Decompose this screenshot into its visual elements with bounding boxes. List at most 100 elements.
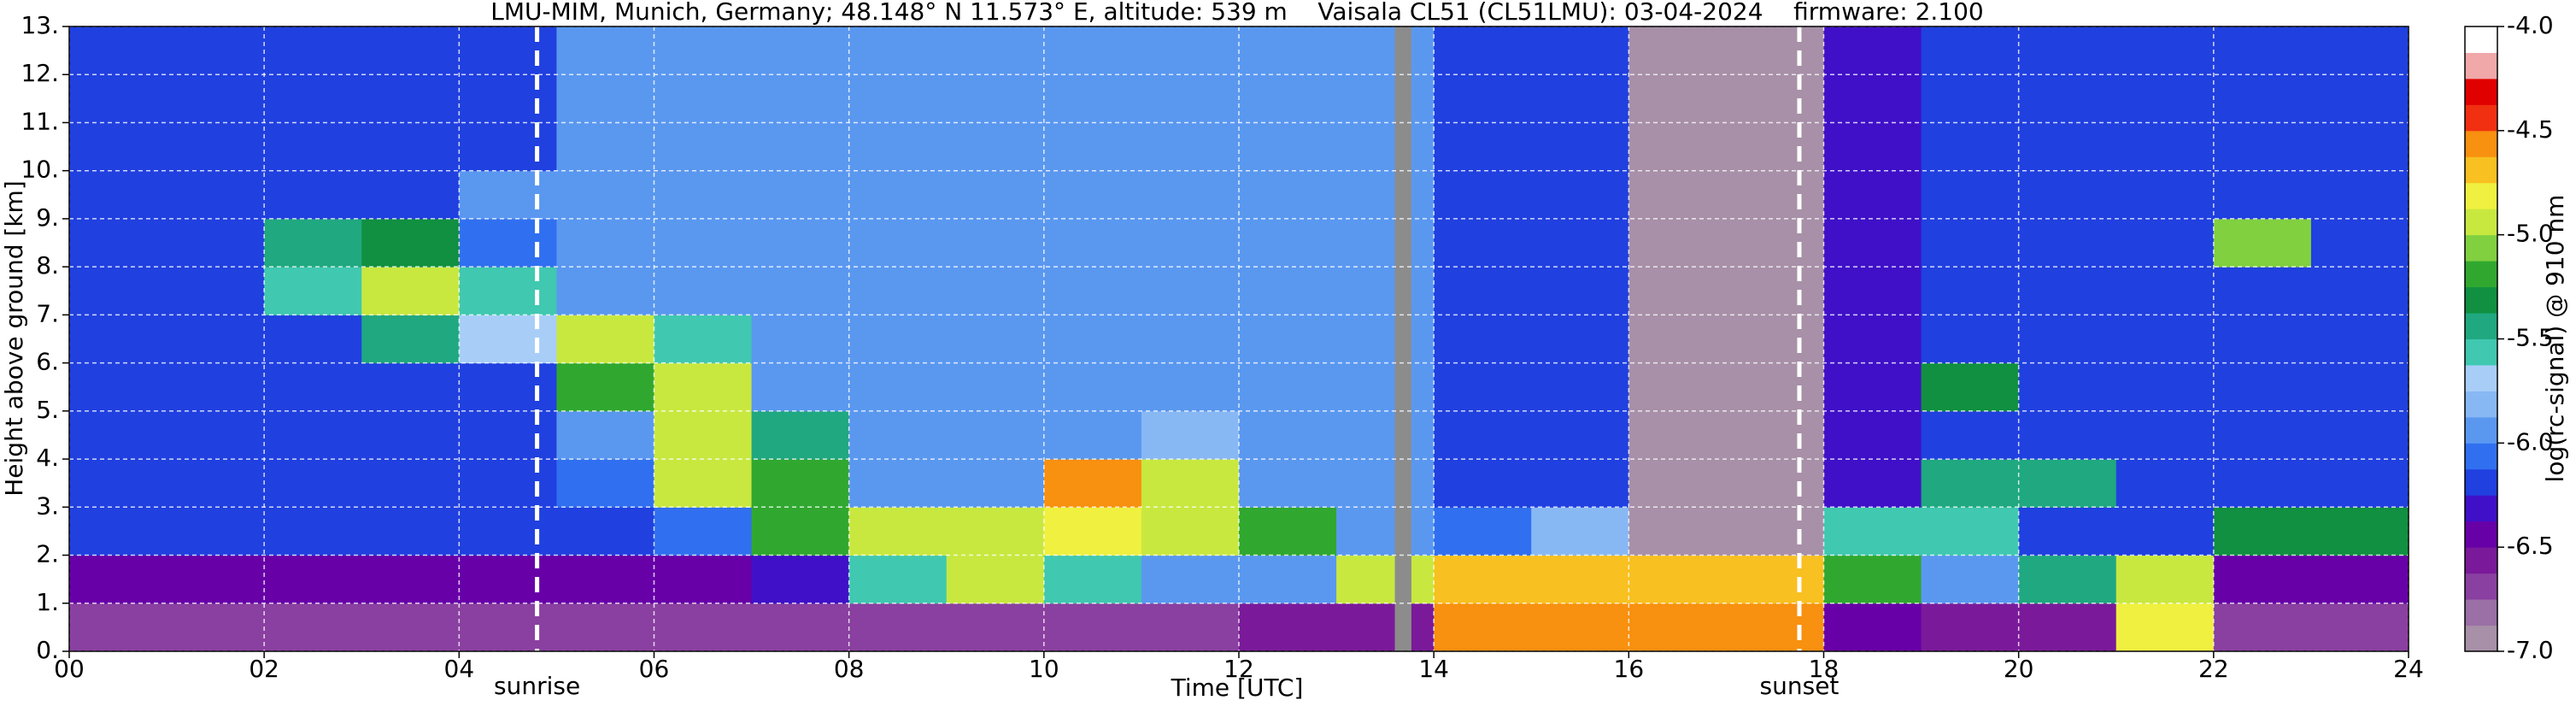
heatmap-cell <box>654 170 753 220</box>
colorbar-band <box>2465 521 2497 548</box>
heatmap-cell <box>1628 362 1727 412</box>
heatmap-cell <box>1239 555 1337 604</box>
heatmap-cell <box>1434 122 1532 172</box>
heatmap-cell <box>654 74 753 123</box>
heatmap-cell <box>2213 122 2312 172</box>
heatmap-cell <box>1628 507 1727 556</box>
colorbar-band <box>2465 416 2497 444</box>
heatmap-cell <box>946 170 1045 220</box>
y-tick-label: 7. <box>36 299 59 327</box>
heatmap-cell <box>1726 507 1824 556</box>
colorbar-band <box>2465 234 2497 262</box>
heatmap-cell <box>1531 315 1629 364</box>
heatmap-cell <box>459 267 557 315</box>
heatmap-cell <box>654 315 753 364</box>
heatmap-cell <box>946 122 1045 172</box>
x-tick-label: 14 <box>1418 655 1449 683</box>
colorbar-band <box>2465 573 2497 600</box>
heatmap-cell <box>1531 170 1629 220</box>
heatmap-cell <box>654 555 753 604</box>
heatmap-cell <box>1434 218 1532 268</box>
heatmap-cell <box>1141 507 1240 556</box>
heatmap-cell <box>848 218 948 268</box>
x-axis-label: Time [UTC] <box>1171 674 1304 702</box>
heatmap-cell <box>1628 267 1727 315</box>
heatmap-cell <box>167 459 265 508</box>
heatmap-cell <box>2115 603 2215 652</box>
annotation-label: sunset <box>1760 672 1840 700</box>
colorbar-tick-label: -6.0 <box>2507 427 2554 456</box>
heatmap-cell <box>2115 26 2215 75</box>
heatmap-cell <box>459 74 557 123</box>
heatmap-cell <box>1434 603 1532 652</box>
heatmap-cell <box>361 74 460 123</box>
heatmap-cell <box>556 218 654 268</box>
heatmap-cell <box>1921 362 2020 412</box>
heatmap-cell <box>2018 267 2117 315</box>
heatmap-cell <box>1726 362 1824 412</box>
heatmap-cell <box>1043 410 1142 460</box>
heatmap-cell <box>1336 459 1435 508</box>
heatmap-cell <box>264 267 362 315</box>
heatmap-cell <box>361 410 460 460</box>
y-tick-label: 5. <box>36 396 59 424</box>
heatmap-cell <box>1921 555 2020 604</box>
heatmap-cell <box>2213 362 2312 412</box>
heatmap-cell <box>1141 362 1240 412</box>
x-tick-label: 20 <box>2004 655 2034 683</box>
heatmap-cell <box>1921 170 2020 220</box>
y-tick-label: 1. <box>36 588 59 616</box>
heatmap-cell <box>946 218 1045 268</box>
heatmap-cell <box>69 507 167 556</box>
colorbar-band <box>2465 391 2497 418</box>
colorbar-tick-label: -4.0 <box>2507 11 2554 39</box>
heatmap-cell <box>2018 218 2117 268</box>
y-tick-label: 12. <box>21 59 59 87</box>
heatmap-cell <box>1043 26 1142 75</box>
heatmap-cell <box>167 122 265 172</box>
heatmap-cell <box>2115 122 2215 172</box>
heatmap-cell <box>848 555 948 604</box>
heatmap-cell <box>654 362 753 412</box>
heatmap-cell <box>1336 507 1435 556</box>
heatmap-cell <box>751 26 850 75</box>
heatmap-cell <box>69 74 167 123</box>
heatmap-cell <box>1628 26 1727 75</box>
heatmap-cell <box>2213 459 2312 508</box>
heatmap-cell <box>1141 267 1240 315</box>
heatmap-cell <box>1823 26 1922 75</box>
heatmap-cell <box>1628 170 1727 220</box>
heatmap-cell <box>2213 315 2312 364</box>
heatmap-cell <box>1336 362 1435 412</box>
heatmap-cell <box>1921 410 2020 460</box>
heatmap-cell <box>264 362 362 412</box>
heatmap-cell <box>459 315 557 364</box>
heatmap-cell <box>2310 218 2409 268</box>
heatmap-cell <box>361 170 460 220</box>
heatmap-cell <box>1531 122 1629 172</box>
heatmap-cell <box>2310 555 2409 604</box>
heatmap-cell <box>264 555 362 604</box>
heatmap-cell <box>848 74 948 123</box>
heatmap-cell <box>1239 170 1337 220</box>
heatmap-cell <box>751 459 850 508</box>
heatmap-cell <box>556 555 654 604</box>
heatmap-cell <box>69 555 167 604</box>
heatmap-cell <box>2115 555 2215 604</box>
heatmap-cell <box>167 362 265 412</box>
heatmap-cell <box>167 410 265 460</box>
colorbar-band <box>2465 338 2497 366</box>
heatmap-cell <box>848 315 948 364</box>
heatmap-cell <box>459 362 557 412</box>
heatmap-cell <box>1531 603 1629 652</box>
heatmap-cell <box>946 74 1045 123</box>
heatmap-cell <box>848 362 948 412</box>
plot-frame <box>68 26 2409 652</box>
y-tick-label: 10. <box>21 156 59 184</box>
heatmap-cell <box>1141 122 1240 172</box>
heatmap-cell <box>264 410 362 460</box>
x-tick-label: 00 <box>54 655 85 683</box>
y-tick-label: 3. <box>36 491 59 520</box>
colorbar-band <box>2465 130 2497 157</box>
heatmap-cell <box>2018 122 2117 172</box>
